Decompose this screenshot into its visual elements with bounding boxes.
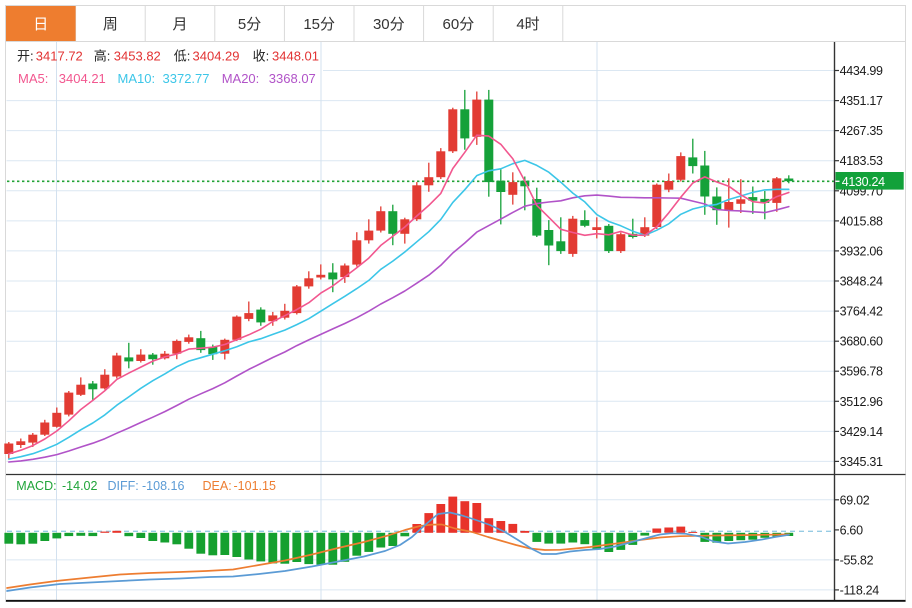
svg-text:3680.60: 3680.60 bbox=[840, 335, 883, 349]
svg-text:4183.53: 4183.53 bbox=[840, 154, 883, 168]
svg-text:4130.24: 4130.24 bbox=[842, 175, 885, 189]
svg-text:3596.78: 3596.78 bbox=[840, 365, 883, 379]
svg-text:3448.01: 3448.01 bbox=[272, 49, 319, 64]
svg-text:3764.42: 3764.42 bbox=[840, 305, 883, 319]
svg-text:60分: 60分 bbox=[443, 16, 475, 33]
svg-text:3932.06: 3932.06 bbox=[840, 244, 883, 258]
svg-text:3453.82: 3453.82 bbox=[114, 49, 161, 64]
svg-text:日: 日 bbox=[33, 16, 48, 33]
svg-text:开:: 开: bbox=[17, 49, 34, 64]
svg-text:MA20:: MA20: bbox=[222, 71, 260, 86]
svg-text:5分: 5分 bbox=[238, 16, 261, 33]
svg-text:月: 月 bbox=[172, 16, 187, 33]
svg-text:30分: 30分 bbox=[373, 16, 405, 33]
svg-text:MACD:: MACD: bbox=[16, 479, 56, 493]
svg-text:4267.35: 4267.35 bbox=[840, 124, 883, 138]
svg-text:4351.17: 4351.17 bbox=[840, 94, 883, 108]
svg-text:DIFF:: DIFF: bbox=[108, 479, 139, 493]
svg-text:高:: 高: bbox=[94, 49, 111, 64]
svg-text:-14.02: -14.02 bbox=[62, 479, 97, 493]
svg-text:MA10:: MA10: bbox=[118, 71, 156, 86]
svg-text:3368.07: 3368.07 bbox=[269, 71, 316, 86]
svg-text:-108.16: -108.16 bbox=[142, 479, 184, 493]
svg-text:MA5:: MA5: bbox=[18, 71, 48, 86]
svg-text:-101.15: -101.15 bbox=[234, 479, 276, 493]
svg-text:3404.21: 3404.21 bbox=[59, 71, 106, 86]
svg-text:69.02: 69.02 bbox=[840, 493, 870, 507]
svg-text:-118.24: -118.24 bbox=[840, 583, 880, 597]
svg-text:4434.99: 4434.99 bbox=[840, 64, 883, 78]
svg-text:3429.14: 3429.14 bbox=[840, 425, 883, 439]
svg-text:6.60: 6.60 bbox=[840, 523, 863, 537]
svg-text:3345.31: 3345.31 bbox=[840, 455, 883, 469]
svg-text:4015.88: 4015.88 bbox=[840, 214, 883, 228]
svg-text:15分: 15分 bbox=[303, 16, 335, 33]
svg-text:3512.96: 3512.96 bbox=[840, 395, 883, 409]
svg-text:4时: 4时 bbox=[516, 16, 539, 33]
svg-text:收:: 收: bbox=[253, 49, 270, 64]
svg-text:3404.29: 3404.29 bbox=[193, 49, 240, 64]
svg-text:3372.77: 3372.77 bbox=[163, 71, 210, 86]
svg-text:-55.82: -55.82 bbox=[840, 553, 874, 567]
svg-text:3848.24: 3848.24 bbox=[840, 275, 883, 289]
svg-text:低:: 低: bbox=[174, 49, 191, 64]
svg-text:DEA:: DEA: bbox=[203, 479, 232, 493]
svg-text:3417.72: 3417.72 bbox=[36, 49, 83, 64]
svg-text:周: 周 bbox=[103, 16, 118, 33]
